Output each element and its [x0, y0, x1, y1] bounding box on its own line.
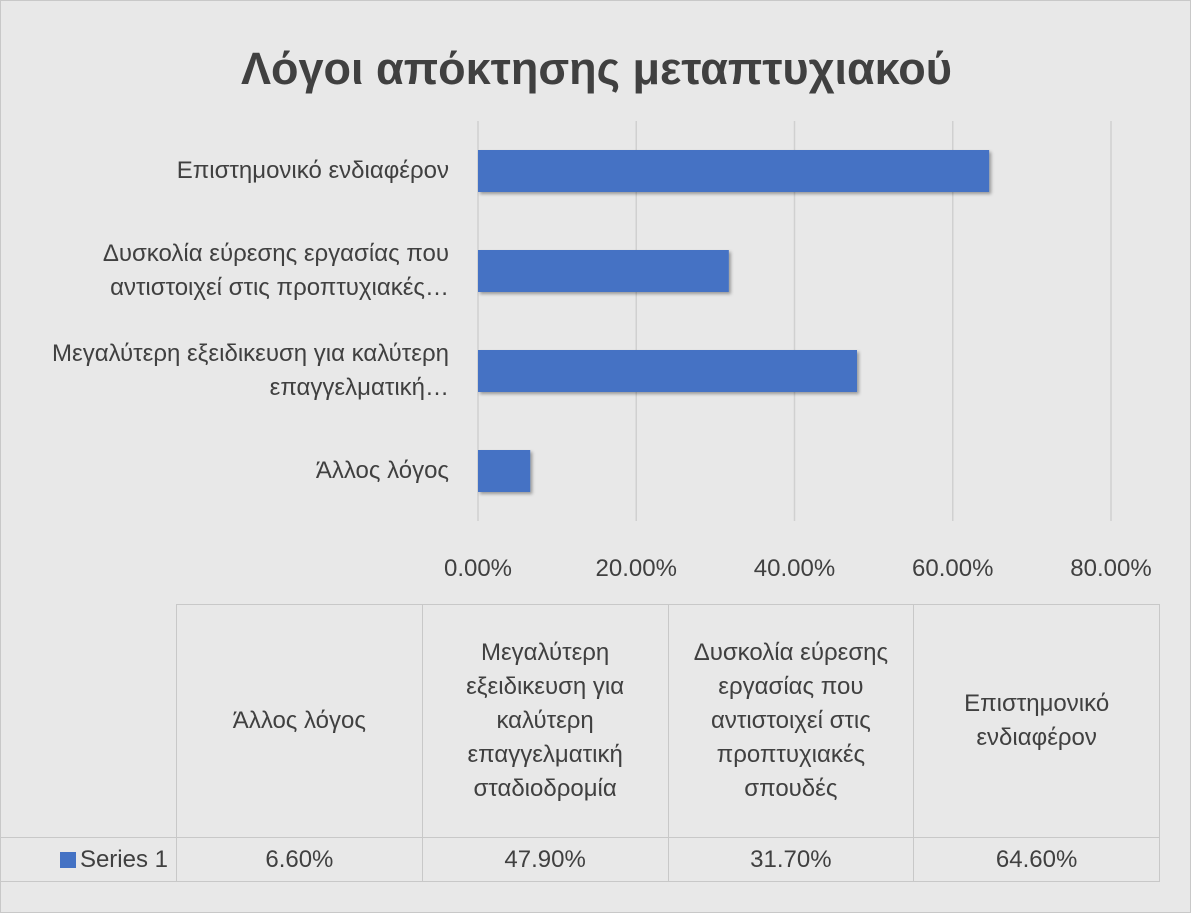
legend-swatch: [59, 851, 76, 868]
y-tick-label: Άλλος λόγος: [315, 457, 449, 484]
table-value-cell: 31.70%: [667, 837, 915, 882]
bar: [478, 150, 990, 192]
chart-title: Λόγοι απόκτησης μεταπτυχιακού: [241, 43, 952, 94]
bar: [478, 350, 858, 392]
bar: [478, 450, 531, 492]
y-tick-label: Επιστημονικό ενδιαφέρον: [176, 157, 449, 184]
table-value-cell: 6.60%: [176, 837, 423, 882]
table-row-header: Series 1: [1, 837, 177, 882]
table-value-cell: 47.90%: [421, 837, 669, 882]
x-tick-label: 80.00%: [1070, 555, 1151, 582]
table-header-cell: Άλλος λόγος: [176, 604, 423, 838]
x-tick-label: 40.00%: [754, 555, 835, 582]
y-tick-label: Δυσκολία εύρεσης εργασίας που αντιστοιχε…: [102, 240, 449, 301]
table-value-cell: 64.60%: [913, 837, 1160, 882]
bar: [478, 250, 729, 292]
x-tick-label: 0.00%: [444, 555, 512, 582]
table-header-cell: Μεγαλύτερη εξειδικευση για καλύτερη επαγ…: [421, 604, 669, 838]
table-header-cell: Επιστημονικό ενδιαφέρον: [913, 604, 1160, 838]
table-header-cell: Δυσκολία εύρεσης εργασίας που αντιστοιχε…: [667, 604, 915, 838]
legend-label: Series 1: [79, 845, 168, 873]
y-tick-label: Μεγαλύτερη εξειδικευση για καλύτερη επαγ…: [52, 340, 449, 401]
x-tick-label: 20.00%: [596, 555, 677, 582]
x-tick-label: 60.00%: [912, 555, 993, 582]
